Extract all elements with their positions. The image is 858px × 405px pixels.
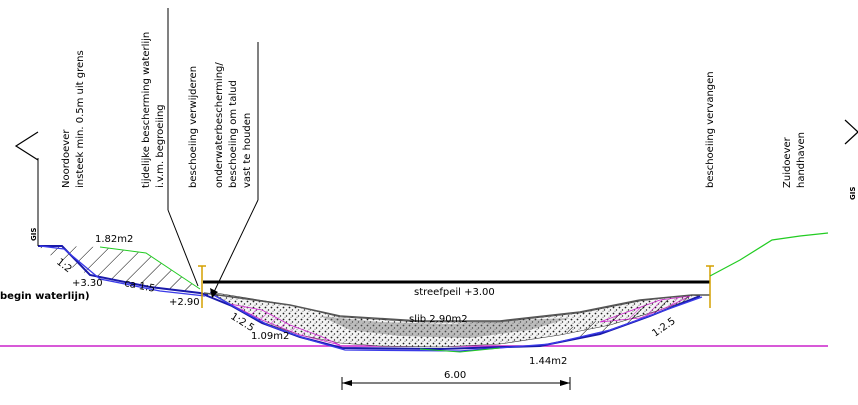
label-area-109: 1.09m2 [251,331,289,342]
label-vast: vast te houden [242,113,253,188]
right-bank-ground [709,232,829,277]
label-area-144: 1.44m2 [529,356,567,367]
gis-triangle-left [14,131,39,161]
label-handhaven: handhaven [796,132,807,188]
label-besch-om-talud: beschoeiing om talud [228,80,239,188]
label-besch-verwijderen: beschoeiing verwijderen [188,66,199,188]
left-bank-ground [99,246,201,290]
channel-top-line [203,292,710,322]
label-noordoever: Noordoever [61,129,72,188]
label-onderwater: onderwaterbescherming/ [214,62,225,188]
label-streefpeil: streefpeil +3.00 [414,287,495,298]
label-gis-left: GIS [30,228,38,241]
label-slope-125-right: 1:2.5 [650,316,677,340]
dimension-arrow-right [560,380,570,386]
label-tijdelijke: tijdelijke bescherming waterlijn [141,32,152,188]
label-slib: slib 2.90m2 [409,314,468,325]
left-bank-excavation [38,246,200,292]
label-zuidoever: Zuidoever [782,136,793,188]
label-besch-vervangen: beschoeiing vervangen [705,71,716,188]
left-bank-profile-new [39,245,206,297]
label-dimension-600: 6.00 [444,370,466,381]
label-level-330: +3.30 [72,278,103,289]
gis-triangle-right [844,119,858,145]
label-level-290: +2.90 [169,297,200,308]
leader-tijdelijke-diag [167,209,199,287]
label-gis-right: GIS [849,187,857,200]
channel-sludge-core [320,316,570,338]
label-insteek: insteek min. 0.5m uit grens [75,50,86,188]
channel-bottom-green [419,347,501,353]
channel-profile-new [209,292,703,352]
label-ivm: i.v.m. begroeiing [155,104,166,188]
leader-onderwater-diag [213,199,259,293]
leader-arrowhead [210,288,218,298]
label-begin-waterlijn: begin waterlijn) [0,291,90,302]
label-area-left: 1.82m2 [95,234,133,245]
left-channel-excavation [229,303,341,346]
dimension-arrow-left [342,380,352,386]
right-bank-hatch [560,296,700,338]
